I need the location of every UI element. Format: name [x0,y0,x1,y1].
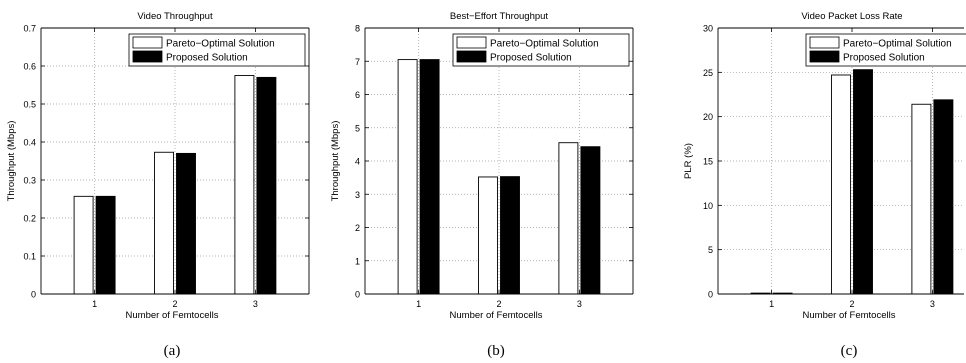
bar-pareto-2 [831,74,851,295]
x-tick-label: 3 [253,299,258,309]
y-axis-label: Throughput (Mbps) [330,121,341,202]
y-tick-label: 0.7 [23,24,36,34]
bar-proposed-3 [256,76,277,295]
chart-1: 0 0.1 0.2 0.3 0.4 0.5 0.6 0.7 1 2 3 Pareto−Optimal … [6,11,310,359]
bar-pareto-2 [478,176,498,295]
y-tick-label: 0.5 [23,100,36,110]
x-tick-label: 2 [172,299,177,309]
legend-swatch [132,50,163,63]
y-tick-label: 1 [355,256,360,266]
bar-pareto-1 [397,59,418,295]
y-tick-label: 0.4 [23,138,36,148]
bar-pareto-3 [234,75,255,295]
chart-title: Video Throughput [137,11,213,22]
bar-pareto-1 [73,195,94,295]
y-tick-label: 0.1 [23,252,36,262]
legend: Pareto−Optimal Solution Proposed Solution [452,33,630,67]
x-tick-label: 3 [930,299,935,309]
y-tick-label: 20 [703,112,713,122]
x-tick-label: 1 [92,299,97,309]
y-tick-label: 3 [355,190,360,200]
y-tick-label: 7 [355,57,360,67]
bar-proposed-3 [933,99,954,295]
y-tick-label: 5 [708,245,713,255]
y-tick-label: 0 [708,290,713,300]
legend-swatch [132,36,163,49]
bar-proposed-1 [95,195,116,295]
legend-label: Pareto−Optimal Solution [843,39,952,50]
chart-2: 0 1 2 3 4 5 6 7 8 1 2 3 Pareto−Optimal Solution Propo… [330,11,634,359]
bar-pareto-3 [558,142,579,295]
x-tick-label: 1 [769,299,774,309]
y-tick-label: 8 [355,24,360,34]
panel-caption: (c) [841,343,858,359]
panel-caption: (a) [164,343,181,359]
y-tick-label: 0.2 [23,214,36,224]
x-tick-label: 2 [496,299,501,309]
y-tick-label: 30 [703,24,713,34]
panel-caption: (b) [487,343,505,359]
legend-label: Proposed Solution [166,53,248,64]
x-tick-label: 2 [849,299,854,309]
y-axis-label: PLR (%) [683,143,694,179]
bar-pareto-3 [911,103,932,295]
y-tick-label: 0.6 [23,62,36,72]
legend-swatch [456,36,487,49]
y-tick-label: 15 [703,157,713,167]
chart-title: Video Packet Loss Rate [801,11,902,22]
x-axis-label: Number of Femtocells [803,310,896,321]
legend: Pareto−Optimal Solution Proposed Solution [805,33,966,67]
legend-swatch [456,50,487,63]
chart-3: 0 5 10 15 20 25 30 1 2 3 Pareto−Optimal Solution Pr… [683,11,966,359]
x-axis-label: Number of Femtocells [450,310,543,321]
legend-swatch [809,50,840,63]
legend-swatch [809,36,840,49]
x-tick-label: 1 [416,299,421,309]
bar-proposed-1 [419,59,440,295]
y-tick-label: 0.3 [23,176,36,186]
legend-label: Proposed Solution [490,53,572,64]
y-tick-label: 0 [31,290,36,300]
legend-label: Proposed Solution [843,53,925,64]
y-tick-label: 10 [703,201,713,211]
legend-label: Pareto−Optimal Solution [166,39,275,50]
bar-proposed-3 [580,146,601,295]
x-axis-label: Number of Femtocells [126,310,219,321]
y-axis-label: Throughput (Mbps) [6,121,17,202]
y-tick-label: 5 [355,123,360,133]
bar-proposed-2 [176,152,196,295]
bar-pareto-2 [154,151,174,295]
bar-proposed-2 [853,69,873,295]
legend-label: Pareto−Optimal Solution [490,39,599,50]
x-tick-label: 3 [577,299,582,309]
chart-title: Best−Effort Throughput [450,11,549,22]
y-tick-label: 4 [355,157,360,167]
y-tick-label: 0 [355,290,360,300]
y-tick-label: 6 [355,90,360,100]
bar-proposed-2 [500,176,520,295]
legend: Pareto−Optimal Solution Proposed Solution [128,33,306,67]
y-tick-label: 2 [355,223,360,233]
y-tick-label: 25 [703,68,713,78]
